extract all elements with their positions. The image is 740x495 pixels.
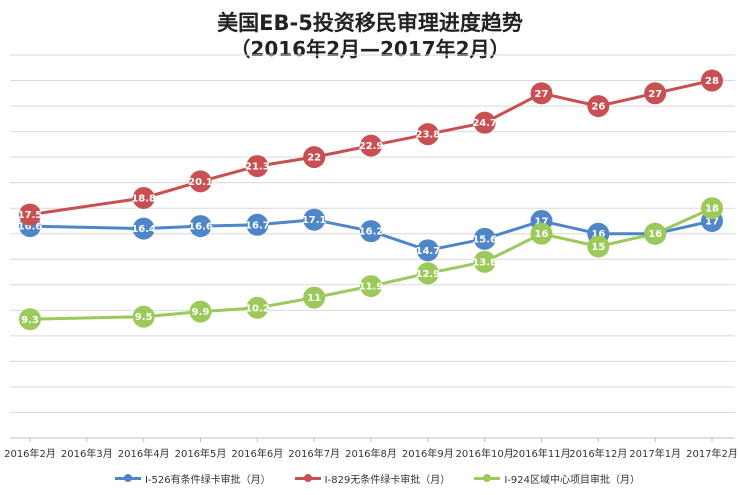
data-point — [416, 239, 439, 262]
data-label: 9.3 — [21, 315, 39, 326]
legend-label-i526: I-526有条件绿卡审批（月） — [145, 474, 271, 486]
data-point — [644, 82, 667, 105]
data-label: 9.5 — [135, 312, 153, 323]
x-tick-label: 2016年8月 — [345, 447, 397, 460]
data-label: 24.7 — [472, 118, 497, 129]
data-label: 18.8 — [131, 193, 156, 204]
x-axis-ticks: 2016年2月 2016年3月 2016年4月 2016年5月 2016年6月 2016年… — [4, 438, 738, 460]
x-tick-label: 2016年6月 — [231, 447, 283, 460]
data-label: 16.6 — [188, 222, 213, 233]
data-point — [701, 69, 723, 92]
data-point — [189, 215, 212, 238]
data-point — [19, 308, 41, 331]
data-point — [132, 186, 155, 209]
data-point — [473, 111, 496, 134]
data-label: 16.6 — [18, 222, 43, 233]
x-tick-label: 2016年2月 — [4, 447, 56, 460]
data-point — [303, 208, 326, 231]
data-point — [132, 217, 155, 240]
data-label: 9.9 — [192, 307, 210, 318]
data-point — [644, 222, 667, 245]
data-label: 17.5 — [18, 210, 43, 221]
data-label: 16 — [535, 229, 549, 240]
data-point — [530, 82, 553, 105]
legend-swatch-i924 — [474, 473, 501, 483]
data-point — [189, 300, 212, 323]
x-tick-label: 2016年4月 — [118, 447, 170, 460]
data-label: 17.1 — [302, 215, 327, 226]
data-label: 21.3 — [245, 162, 270, 173]
data-label: 10.2 — [245, 303, 270, 314]
data-point — [189, 170, 212, 193]
data-label: 22 — [307, 153, 321, 164]
x-tick-label: 2017年1月 — [629, 447, 681, 460]
data-label: 27 — [535, 89, 549, 100]
data-point — [360, 134, 382, 157]
data-label: 16 — [648, 229, 662, 240]
data-point — [416, 123, 439, 146]
data-point — [530, 222, 553, 245]
x-tick-label: 2016年5月 — [175, 447, 227, 460]
data-label: 17 — [705, 216, 719, 227]
data-point — [246, 213, 269, 236]
data-point — [360, 220, 382, 243]
data-point — [701, 197, 723, 220]
legend-item-i526: I-526有条件绿卡审批（月） — [115, 471, 271, 486]
data-label: 26 — [591, 102, 605, 113]
data-label: 15 — [591, 242, 605, 253]
gridlines — [10, 54, 735, 439]
data-label: 27 — [648, 89, 662, 100]
data-label: 11.9 — [359, 282, 384, 293]
x-tick-label: 2016年12月 — [569, 447, 627, 460]
data-point — [587, 235, 610, 258]
data-point — [587, 95, 610, 118]
data-point — [473, 227, 496, 250]
legend-item-i924: I-924区域中心项目审批（月） — [474, 471, 640, 486]
data-label: 23.8 — [415, 130, 440, 141]
legend-swatch-i526 — [115, 473, 141, 483]
data-label: 16 — [591, 229, 605, 240]
data-point — [19, 203, 41, 226]
chart-subtitle: （2016年2月—2017年2月） — [230, 37, 510, 61]
data-label: 22.9 — [359, 141, 384, 152]
data-point — [303, 146, 326, 169]
data-label: 14.7 — [415, 246, 440, 257]
series-points: 16.6 16.4 16.6 16.7 17.1 16.2 14.7 15.6 17 16 16 17… — [18, 69, 723, 331]
x-tick-label: 2016年7月 — [288, 447, 340, 460]
data-point — [132, 305, 155, 328]
data-point — [416, 262, 439, 285]
data-label: 11 — [307, 293, 321, 304]
data-label: 20.1 — [188, 177, 213, 188]
data-point — [360, 275, 382, 298]
data-label: 13.8 — [472, 257, 497, 268]
data-point — [246, 296, 269, 319]
data-label: 16.4 — [131, 224, 156, 235]
chart-title: 美国EB-5投资移民审理进度趋势 — [217, 11, 523, 35]
data-label: 18 — [705, 204, 719, 215]
legend-label-i924: I-924区域中心项目审批（月） — [504, 474, 640, 486]
data-label: 28 — [705, 76, 719, 87]
data-label: 16.7 — [245, 220, 270, 231]
data-label: 17 — [535, 216, 549, 227]
data-point — [473, 250, 496, 273]
x-tick-label: 2017年2月 — [686, 447, 738, 460]
x-tick-label: 2016年11月 — [512, 447, 570, 460]
x-tick-label: 2016年10月 — [456, 447, 514, 460]
data-label: 12.9 — [415, 269, 440, 280]
legend-item-i829: I-829无条件绿卡审批（月） — [294, 471, 451, 486]
data-point — [303, 286, 326, 309]
data-label: 16.2 — [359, 227, 384, 238]
x-tick-label: 2016年3月 — [61, 447, 113, 460]
legend-swatch-i829 — [294, 473, 321, 483]
data-label: 15.6 — [472, 234, 497, 245]
legend-label-i829: I-829无条件绿卡审批（月） — [324, 474, 451, 486]
x-tick-label: 2016年9月 — [402, 447, 454, 460]
data-point — [246, 155, 269, 178]
legend: I-526有条件绿卡审批（月） I-829无条件绿卡审批（月） I-924区域中… — [115, 470, 640, 486]
